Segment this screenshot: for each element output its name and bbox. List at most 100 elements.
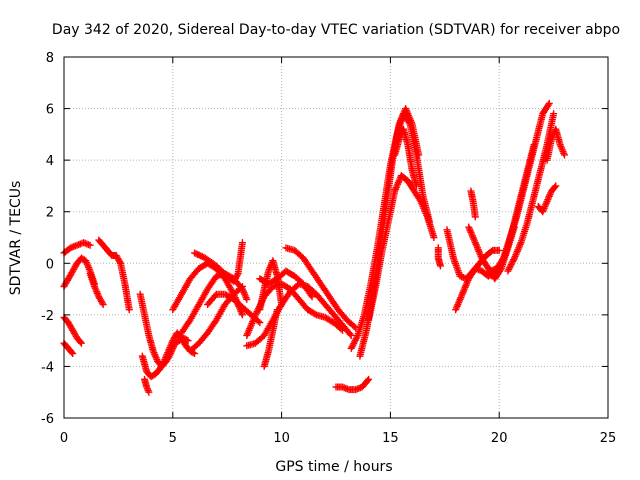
data-point (551, 183, 559, 191)
y-tick-label: -4 (41, 360, 54, 375)
data-point (413, 182, 421, 190)
data-point (194, 250, 202, 258)
series-track-u (332, 375, 373, 394)
data-point (347, 331, 355, 339)
series-track-q (256, 257, 286, 314)
data-point (510, 256, 518, 264)
data-point (350, 338, 358, 346)
data-point (495, 246, 503, 254)
data-point (506, 264, 514, 272)
data-point (243, 295, 251, 303)
y-tick-label: 0 (46, 257, 54, 272)
series-track-x (365, 172, 438, 324)
data-point (430, 234, 438, 241)
x-tick-label: 10 (273, 431, 290, 446)
data-point (365, 375, 373, 383)
data-point (76, 338, 84, 346)
data-point (350, 322, 358, 330)
chart-title: Day 342 of 2020, Sidereal Day-to-day VTE… (52, 22, 620, 38)
series-track-a (60, 239, 94, 257)
data-point (238, 311, 246, 319)
data-point (233, 271, 241, 279)
data-point (311, 310, 319, 318)
data-point (352, 335, 360, 343)
data-point (99, 301, 107, 309)
data-point (192, 250, 200, 258)
y-tick-label: 2 (46, 206, 54, 221)
data-point (507, 261, 515, 269)
data-point (198, 253, 206, 261)
y-tick-label: -6 (41, 412, 54, 427)
series-track-c (60, 313, 85, 347)
data-point (499, 256, 507, 264)
data-point (308, 293, 316, 301)
data-points (60, 99, 568, 396)
data-point (552, 182, 560, 190)
data-point (509, 257, 517, 265)
series-track-t (282, 244, 360, 332)
data-point (238, 239, 246, 247)
y-tick-label: 8 (46, 51, 54, 66)
series-track-p (243, 280, 355, 350)
data-point (307, 291, 315, 299)
y-tick-label: 4 (46, 154, 54, 169)
data-point (238, 282, 246, 290)
data-point (550, 110, 558, 118)
x-tick-label: 0 (60, 431, 68, 446)
data-point (351, 336, 359, 344)
series-track-d (60, 339, 77, 358)
series-track-r (260, 306, 281, 370)
data-point (350, 340, 358, 348)
x-tick-label: 15 (382, 431, 399, 446)
series-track-ac (486, 99, 553, 275)
data-point (508, 259, 516, 267)
data-point (347, 344, 355, 352)
data-point (145, 388, 153, 396)
data-point (98, 299, 106, 307)
y-tick-label: -2 (41, 309, 54, 324)
series-track-m (191, 239, 246, 285)
series-track-f (86, 270, 107, 309)
data-point (545, 99, 553, 107)
y-axis-label: SDTVAR / TECUs (8, 181, 24, 296)
series-track-ae (543, 125, 568, 164)
series-track-ag (434, 244, 444, 270)
x-tick-label: 5 (169, 431, 177, 446)
series-track-af (534, 182, 560, 216)
plot-frame (63, 56, 609, 419)
data-point (348, 343, 356, 351)
data-point (364, 377, 372, 385)
data-point (68, 348, 76, 356)
data-point (353, 333, 361, 341)
data-point (544, 101, 552, 109)
data-point (77, 339, 85, 347)
data-point (195, 251, 203, 259)
x-tick-label: 25 (600, 431, 617, 446)
series-track-e (95, 236, 133, 314)
series-track-s (256, 267, 316, 301)
data-point (159, 359, 167, 367)
data-point (273, 306, 281, 314)
data-point (125, 306, 133, 314)
series-track-ah (467, 187, 479, 221)
data-point (116, 258, 124, 266)
data-point (346, 330, 354, 338)
data-point (143, 385, 151, 393)
data-point (506, 262, 514, 270)
series-track-j (169, 259, 246, 319)
x-tick-label: 20 (491, 431, 508, 446)
data-point (191, 249, 199, 257)
data-point (191, 350, 199, 358)
data-point (256, 319, 264, 327)
data-point (471, 213, 479, 221)
series-track-i (141, 375, 153, 396)
data-point (278, 301, 286, 309)
data-point (197, 252, 205, 260)
data-point (505, 265, 513, 273)
data-point (349, 341, 357, 349)
series-track-y (391, 125, 421, 190)
x-axis-label: GPS time / hours (275, 459, 392, 475)
data-point (86, 241, 94, 249)
data-point (504, 267, 512, 275)
